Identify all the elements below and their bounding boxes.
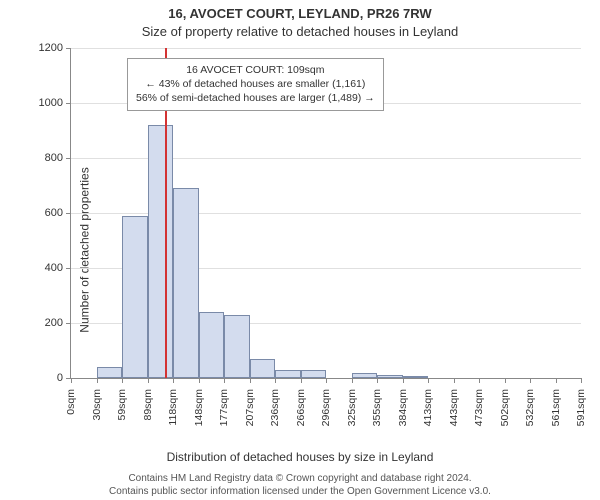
y-tick-mark — [66, 158, 71, 159]
x-tick-mark — [97, 378, 98, 383]
histogram-bar — [173, 188, 199, 378]
x-tick-mark — [454, 378, 455, 383]
y-tick-mark — [66, 48, 71, 49]
x-tick-mark — [148, 378, 149, 383]
annotation-box: 16 AVOCET COURT: 109sqm← 43% of detached… — [127, 58, 384, 111]
x-tick-mark — [199, 378, 200, 383]
y-tick-mark — [66, 213, 71, 214]
annotation-line-2: ← 43% of detached houses are smaller (1,… — [136, 77, 375, 91]
y-tick-label: 0 — [23, 372, 63, 384]
histogram-bar — [275, 370, 301, 378]
x-tick-mark — [505, 378, 506, 383]
x-tick-label: 118sqm — [167, 385, 179, 426]
histogram-bar — [97, 367, 123, 378]
histogram-bar — [403, 376, 429, 378]
x-tick-mark — [224, 378, 225, 383]
title-subtitle: Size of property relative to detached ho… — [0, 24, 600, 39]
x-tick-label: 355sqm — [371, 385, 383, 426]
footer-line-1: Contains HM Land Registry data © Crown c… — [0, 473, 600, 486]
x-tick-mark — [377, 378, 378, 383]
x-tick-mark — [403, 378, 404, 383]
x-tick-label: 148sqm — [193, 385, 205, 426]
x-tick-label: 59sqm — [116, 385, 128, 421]
title-address: 16, AVOCET COURT, LEYLAND, PR26 7RW — [0, 6, 600, 21]
x-tick-label: 207sqm — [244, 385, 256, 426]
y-tick-label: 1200 — [23, 42, 63, 54]
y-tick-label: 600 — [23, 207, 63, 219]
x-tick-label: 561sqm — [550, 385, 562, 426]
histogram-bar — [377, 375, 403, 378]
x-tick-mark — [275, 378, 276, 383]
x-tick-label: 30sqm — [91, 385, 103, 421]
y-tick-mark — [66, 323, 71, 324]
x-tick-mark — [173, 378, 174, 383]
x-tick-mark — [250, 378, 251, 383]
histogram-bar — [250, 359, 276, 378]
histogram-bar — [148, 125, 174, 378]
y-tick-label: 800 — [23, 152, 63, 164]
histogram-bar — [199, 312, 225, 378]
x-tick-label: 473sqm — [473, 385, 485, 426]
x-tick-label: 443sqm — [448, 385, 460, 426]
x-tick-mark — [352, 378, 353, 383]
footer-attribution: Contains HM Land Registry data © Crown c… — [0, 473, 600, 498]
x-tick-mark — [301, 378, 302, 383]
x-tick-label: 236sqm — [269, 385, 281, 426]
x-axis-label: Distribution of detached houses by size … — [0, 450, 600, 464]
x-tick-label: 0sqm — [65, 385, 77, 415]
x-tick-mark — [530, 378, 531, 383]
histogram-bar — [352, 373, 378, 379]
x-tick-mark — [581, 378, 582, 383]
y-tick-label: 400 — [23, 262, 63, 274]
x-tick-label: 591sqm — [575, 385, 587, 426]
x-tick-label: 266sqm — [295, 385, 307, 426]
x-tick-mark — [326, 378, 327, 383]
x-tick-label: 89sqm — [142, 385, 154, 421]
y-tick-mark — [66, 268, 71, 269]
x-tick-label: 296sqm — [320, 385, 332, 426]
x-tick-mark — [556, 378, 557, 383]
histogram-bar — [301, 370, 327, 378]
x-tick-label: 532sqm — [524, 385, 536, 426]
x-tick-label: 384sqm — [397, 385, 409, 426]
x-tick-mark — [428, 378, 429, 383]
annotation-line-3: 56% of semi-detached houses are larger (… — [136, 91, 375, 105]
gridline — [71, 48, 581, 49]
x-tick-mark — [479, 378, 480, 383]
x-tick-label: 177sqm — [218, 385, 230, 426]
y-tick-mark — [66, 103, 71, 104]
y-tick-label: 1000 — [23, 97, 63, 109]
x-tick-label: 325sqm — [346, 385, 358, 426]
y-tick-label: 200 — [23, 317, 63, 329]
x-tick-mark — [71, 378, 72, 383]
chart-container: 16, AVOCET COURT, LEYLAND, PR26 7RW Size… — [0, 0, 600, 500]
histogram-bar — [224, 315, 250, 378]
x-tick-mark — [122, 378, 123, 383]
histogram-bar — [122, 216, 148, 378]
x-tick-label: 502sqm — [499, 385, 511, 426]
x-tick-label: 413sqm — [422, 385, 434, 426]
annotation-line-1: 16 AVOCET COURT: 109sqm — [136, 63, 375, 77]
footer-line-2: Contains public sector information licen… — [0, 486, 600, 499]
plot-area: 0200400600800100012000sqm30sqm59sqm89sqm… — [70, 48, 581, 379]
